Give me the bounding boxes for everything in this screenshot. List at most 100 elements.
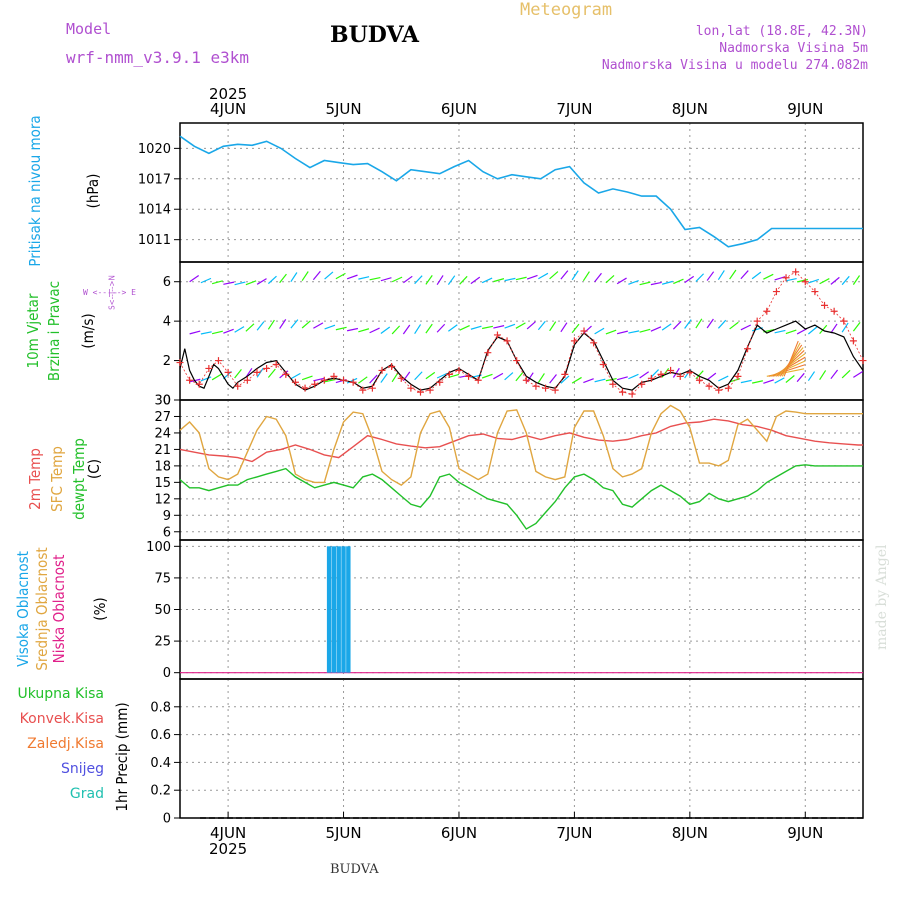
ytick-label-0-3: 1020 [138, 142, 171, 157]
wind-arrow-2-43 [672, 367, 680, 378]
wind-arrow-0-17 [380, 277, 392, 282]
top-day-label-0: 4JUN [210, 100, 246, 118]
wind-arrow-2-22 [436, 372, 448, 379]
wind-arrow-1-3 [223, 328, 234, 334]
wind-arrow-2-20 [414, 371, 423, 381]
wind-arrow-2-55 [807, 371, 816, 382]
wind-arrow-2-40 [639, 371, 650, 379]
wind-arrow-1-0 [189, 330, 201, 335]
wind-gust-mark-10 [272, 361, 280, 369]
wind-arrow-2-49 [740, 379, 752, 384]
lonlat-label: lon,lat (18.8E, 42.3N) [695, 24, 868, 39]
wind-arrow-1-48 [729, 321, 739, 330]
cloud-high-bar-0 [326, 546, 332, 673]
wind-arrow-1-56 [819, 324, 828, 335]
wind-arrow-0-53 [785, 277, 797, 282]
wind-arrow-2-7 [267, 368, 276, 378]
wind-arrow-0-7 [267, 275, 277, 285]
wind-arrow-1-24 [459, 325, 470, 331]
wind-arrow-0-15 [358, 276, 370, 280]
wind-arrow-0-20 [414, 275, 423, 285]
wind-gust-mark-16 [330, 372, 338, 380]
wind-arrow-2-54 [796, 372, 805, 383]
precip-legend-hail: Grad [69, 786, 104, 802]
wind-arrow-0-13 [335, 272, 346, 280]
ytick-label-2-7: 27 [154, 410, 171, 425]
wind-arrow-0-29 [515, 276, 527, 281]
wind-gust-mark-65 [801, 278, 809, 286]
wind-gust-mark-41 [570, 337, 578, 345]
wind-gust-mark-54 [695, 376, 703, 384]
wind-arrow-1-43 [672, 320, 682, 330]
ytick-label-4-4: 0.8 [150, 700, 171, 715]
top-year-label: 2025 [209, 85, 247, 103]
ytick-label-2-1: 9 [163, 509, 171, 524]
wind-arrow-2-52 [774, 377, 785, 384]
ytick-label-1-3: 6 [163, 275, 171, 290]
wind-arrow-0-5 [245, 280, 257, 286]
wind-gust-mark-18 [349, 378, 357, 386]
wind-arrow-1-9 [290, 319, 299, 329]
wind-arrow-0-6 [256, 278, 267, 285]
cloud-high-bar-2 [336, 546, 341, 673]
wind-arrow-1-14 [347, 327, 359, 332]
temp-dew-line [179, 464, 863, 530]
wind-gust-mark-55 [705, 382, 713, 390]
wind-arrow-0-24 [459, 275, 468, 285]
top-day-label-1: 5JUN [325, 100, 361, 118]
wind-arrow-0-33 [560, 270, 569, 280]
wind-arrow-2-1 [200, 376, 212, 382]
wind-arrow-0-30 [526, 274, 538, 280]
wind-arrow-1-8 [279, 319, 287, 329]
wind-arrow-2-21 [425, 371, 436, 380]
wind-gust-mark-30 [465, 372, 473, 380]
wind-arrow-1-33 [560, 322, 568, 333]
wind-gust-mark-31 [474, 376, 482, 384]
ytick-label-1-2: 4 [163, 315, 171, 330]
wind-arrow-2-12 [324, 378, 336, 383]
wind-arrow-2-29 [515, 371, 524, 382]
wind-arrow-0-14 [346, 274, 358, 280]
wind-arrow-1-37 [605, 329, 617, 335]
wind-arrow-2-59 [853, 371, 863, 378]
cloud-high-bar-1 [331, 546, 337, 673]
wind-gust-mark-34 [503, 337, 511, 345]
wind-arrow-2-35 [583, 378, 594, 384]
precip-legend-convective: Konvek.Kisa [19, 711, 104, 727]
wind-arrow-0-18 [391, 276, 403, 283]
wind-arrow-0-27 [493, 278, 505, 283]
bottom-day-label-5: 9JUN [787, 824, 823, 842]
wind-arrow-2-31 [537, 373, 545, 383]
wind-arrow-2-26 [481, 373, 493, 379]
wind-arrow-0-10 [301, 271, 309, 281]
temp-2m-line [179, 418, 863, 463]
wind-arrow-0-21 [425, 275, 433, 285]
wind-gust-mark-33 [493, 331, 501, 339]
bottom-day-label-0: 4JUN [210, 824, 246, 842]
wind-arrow-0-39 [628, 279, 639, 285]
wind-arrow-2-10 [301, 375, 313, 381]
wind-arrow-0-41 [650, 281, 662, 286]
wind-arrow-1-38 [616, 330, 628, 335]
wind-arrow-0-45 [695, 273, 705, 283]
wind-arrow-0-37 [605, 275, 615, 284]
wind-arrow-2-58 [841, 369, 851, 379]
wind-arrow-0-38 [616, 277, 627, 285]
wind-arrow-1-59 [852, 322, 861, 332]
bottom-year-label: 2025 [209, 840, 247, 858]
wind-arrow-2-38 [616, 376, 628, 381]
wind-arrow-1-47 [717, 319, 727, 329]
wind-gust-mark-38 [542, 384, 550, 392]
top-day-label-5: 9JUN [787, 100, 823, 118]
ytick-label-2-2: 12 [154, 492, 171, 507]
wind-arrow-0-51 [763, 273, 774, 280]
wind-arrow-2-50 [751, 380, 763, 384]
ytick-label-0-0: 1011 [138, 233, 171, 248]
wind-arrow-0-25 [470, 276, 481, 285]
wind-arrow-2-16 [369, 374, 378, 384]
wind-arrow-1-5 [245, 323, 255, 332]
wind-arrow-1-20 [414, 324, 422, 335]
wind-gust-mark-9 [263, 364, 271, 372]
wind-gust-line [179, 271, 864, 395]
wind-arrow-1-30 [526, 321, 536, 330]
